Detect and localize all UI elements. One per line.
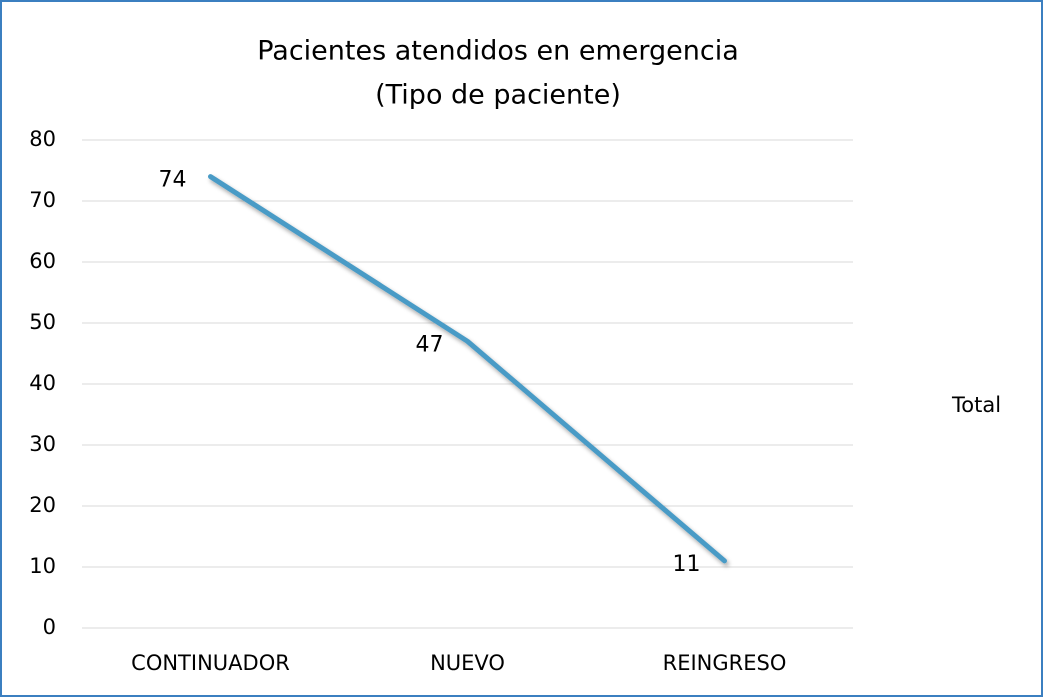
y-tick-label: 0	[43, 615, 56, 639]
line-series	[208, 174, 727, 564]
y-tick-label: 60	[29, 249, 56, 273]
y-tick-label: 20	[29, 493, 56, 517]
x-tick-label: NUEVO	[430, 651, 505, 675]
data-label: 11	[673, 552, 701, 577]
y-tick-label: 30	[29, 432, 56, 456]
data-label: 74	[159, 168, 187, 193]
chart-title: Pacientes atendidos en emergencia	[257, 36, 739, 67]
x-tick-label: REINGRESO	[663, 651, 787, 675]
chart-subtitle: (Tipo de paciente)	[375, 80, 621, 111]
y-tick-label: 80	[29, 127, 56, 151]
y-tick-label: 70	[29, 188, 56, 212]
y-tick-label: 40	[29, 371, 56, 395]
data-label: 47	[416, 332, 444, 357]
legend-label: Total	[951, 393, 1001, 417]
y-tick-label: 50	[29, 310, 56, 334]
x-tick-label: CONTINUADOR	[131, 651, 290, 675]
y-tick-label: 10	[29, 554, 56, 578]
